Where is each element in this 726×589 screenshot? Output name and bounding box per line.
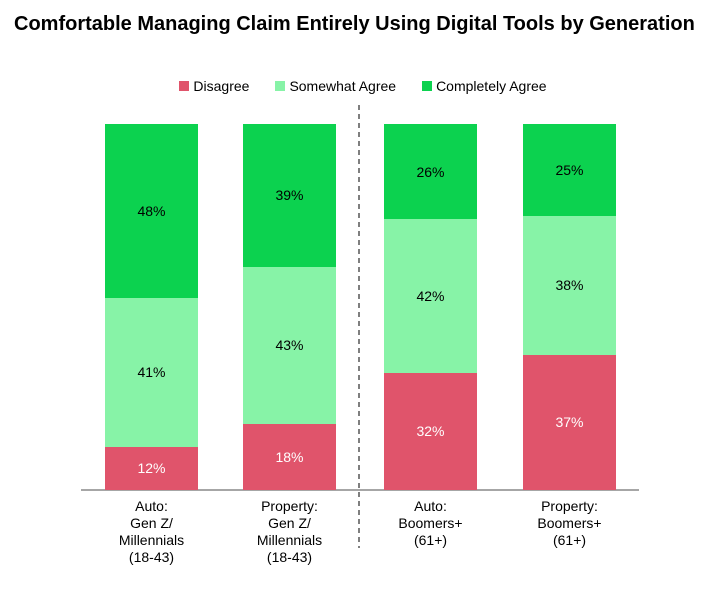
bar-segment: 25%	[523, 124, 616, 216]
bar-segment: 37%	[523, 354, 616, 490]
bar-segment: 48%	[105, 124, 198, 298]
segment-value-label: 41%	[137, 364, 166, 381]
bar-segment: 26%	[384, 124, 477, 220]
legend-swatch-icon	[179, 81, 190, 91]
bar-segment: 39%	[243, 124, 336, 267]
bar-segment: 32%	[384, 372, 477, 490]
segment-value-label: 42%	[416, 288, 445, 305]
segment-value-label: 12%	[137, 460, 166, 477]
segment-value-label: 43%	[275, 337, 304, 354]
stacked-bar: 39% 43% 18%	[243, 124, 336, 490]
x-axis-category-label: Property: Gen Z/ Millennials (18-43)	[256, 498, 323, 565]
legend-item: Somewhat Agree	[275, 79, 396, 93]
segment-value-label: 37%	[555, 414, 584, 431]
stacked-bar: 25% 38% 37%	[523, 124, 616, 490]
x-axis-category-label: Auto: Boomers+ (61+)	[398, 498, 463, 548]
bar-segment: 43%	[243, 266, 336, 425]
legend: Disagree Somewhat Agree Completely Agree	[0, 79, 726, 93]
bar-segment: 38%	[523, 215, 616, 355]
x-axis-category-label: Auto: Gen Z/ Millennials (18-43)	[118, 498, 185, 565]
segment-value-label: 25%	[555, 161, 584, 178]
stacked-bar: 48% 41% 12%	[105, 124, 198, 490]
segment-value-label: 38%	[555, 277, 584, 294]
bar-segment: 18%	[243, 424, 336, 490]
segment-value-label: 26%	[416, 163, 445, 180]
legend-swatch-icon	[422, 81, 433, 91]
bar-segment: 41%	[105, 297, 198, 447]
legend-label: Completely Agree	[436, 78, 547, 94]
legend-item: Disagree	[179, 79, 249, 93]
segment-value-label: 18%	[275, 449, 304, 466]
legend-item: Completely Agree	[422, 79, 547, 93]
legend-label: Somewhat Agree	[289, 78, 397, 94]
legend-label: Disagree	[193, 78, 250, 94]
stacked-bar: 26% 42% 32%	[384, 124, 477, 490]
legend-swatch-icon	[275, 81, 286, 91]
segment-value-label: 39%	[275, 187, 304, 204]
x-axis-line	[81, 489, 639, 491]
bar-segment: 12%	[105, 446, 198, 490]
generation-divider-dashed-line	[358, 105, 360, 548]
x-axis-category-label: Property: Boomers+ (61+)	[537, 498, 602, 548]
segment-value-label: 48%	[137, 202, 166, 219]
segment-value-label: 32%	[416, 423, 445, 440]
chart-title: Comfortable Managing Claim Entirely Usin…	[14, 13, 695, 35]
bar-segment: 42%	[384, 219, 477, 373]
